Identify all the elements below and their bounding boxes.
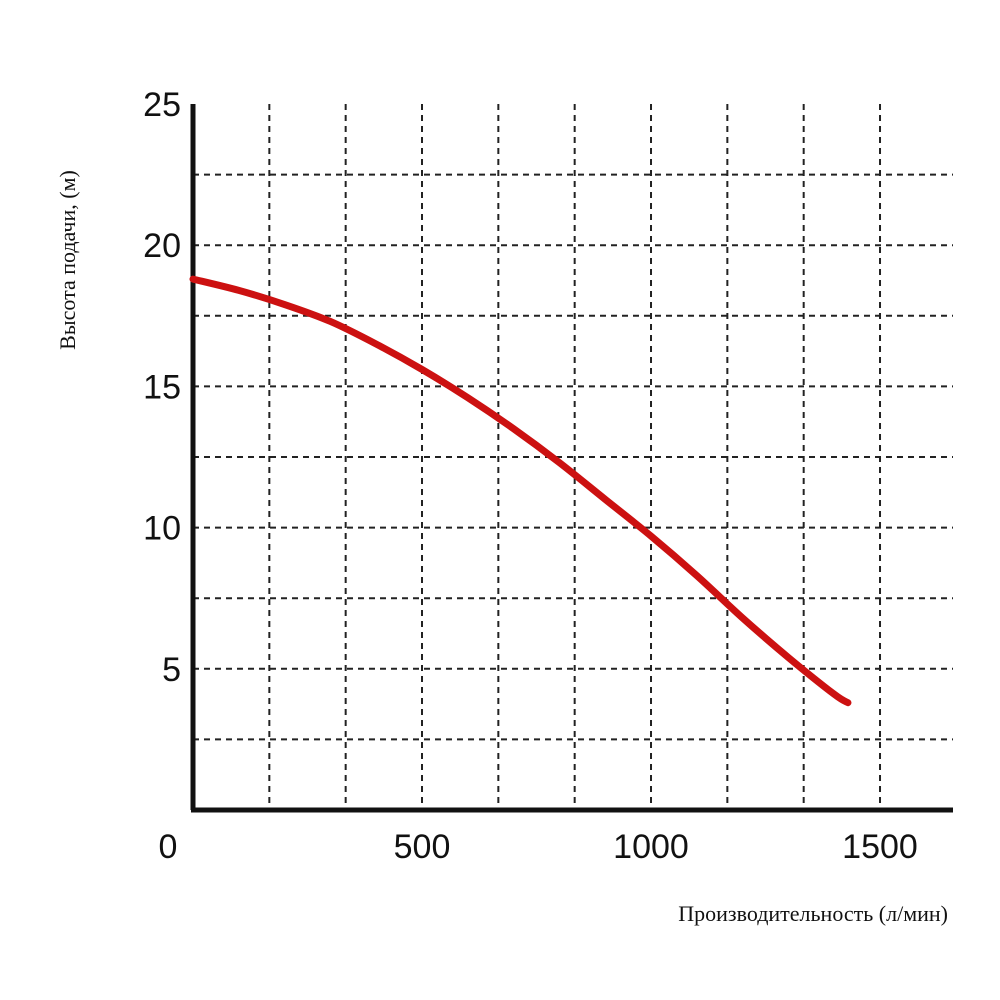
tick-labels: 0 500 1000 1500 5 10 15 20 25: [143, 86, 918, 866]
y-tick-label: 5: [162, 651, 181, 689]
x-tick-label: 1500: [842, 828, 918, 866]
series: [189, 275, 852, 707]
x-axis-title: Производительность (л/мин): [678, 901, 948, 926]
y-tick-label: 10: [143, 510, 181, 548]
x-tick-label: 1000: [613, 828, 689, 866]
x-tick-label: 0: [159, 828, 178, 866]
y-tick-label: 20: [143, 227, 181, 265]
y-tick-label: 15: [143, 368, 181, 406]
performance-curve: [189, 275, 852, 707]
grid: [193, 104, 953, 810]
y-tick-label: 25: [143, 86, 181, 124]
x-tick-label: 500: [394, 828, 451, 866]
y-axis-title: Высота подачи, (м): [55, 170, 80, 350]
axes: [190, 104, 953, 813]
